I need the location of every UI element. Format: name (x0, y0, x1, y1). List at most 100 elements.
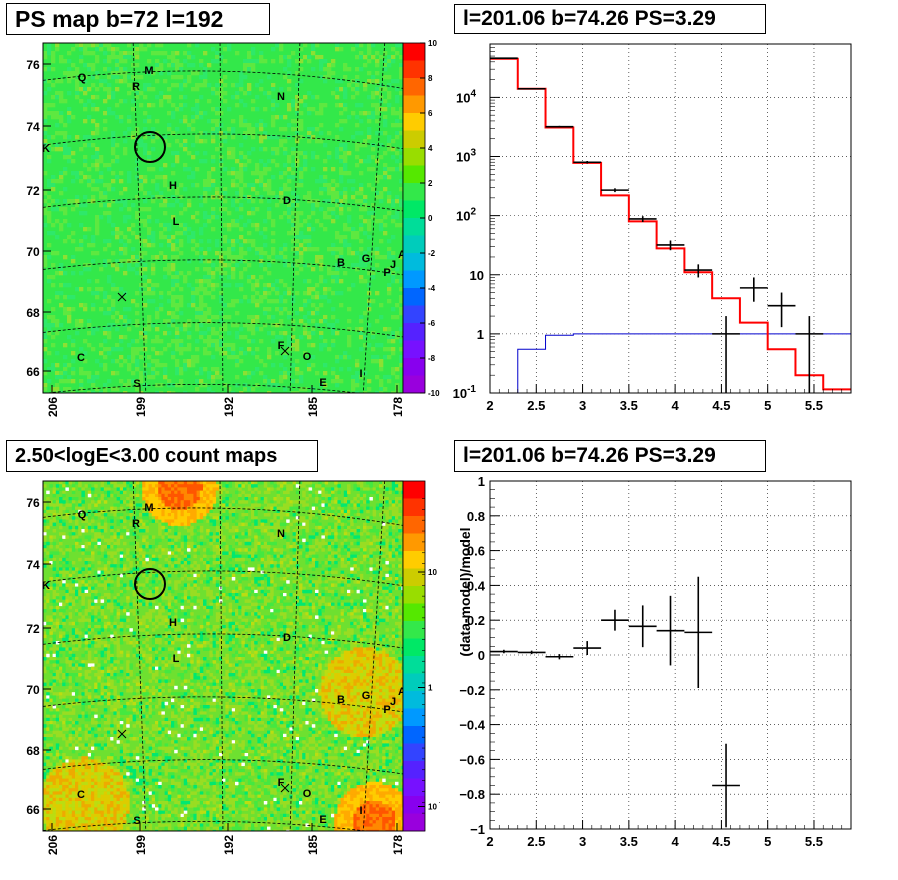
map-pixel (392, 551, 396, 555)
map-pixel (344, 526, 348, 530)
map-pixel (55, 291, 59, 295)
latitude-tick-label: 68 (26, 306, 40, 320)
map-pixel (207, 291, 211, 295)
colorbar-segment (403, 201, 425, 219)
map-pixel (175, 331, 179, 335)
map-pixel (259, 275, 263, 279)
map-pixel (273, 497, 277, 501)
y-tick-label: 103 (456, 148, 476, 165)
map-pixel (187, 503, 191, 507)
map-pixel (163, 371, 167, 375)
map-pixel (231, 247, 235, 251)
map-pixel (213, 500, 217, 504)
map-pixel (75, 542, 79, 546)
map-pixel (95, 227, 99, 231)
map-pixel (299, 67, 303, 71)
map-pixel (49, 503, 53, 507)
map-pixel (366, 555, 370, 559)
map-pixel (231, 243, 235, 247)
map-pixel (231, 199, 235, 203)
map-pixel (209, 491, 213, 495)
map-pixel (315, 500, 319, 504)
map-pixel (232, 529, 236, 533)
map-pixel (53, 542, 57, 546)
map-pixel (229, 481, 233, 485)
map-pixel (271, 219, 275, 223)
map-pixel (142, 484, 146, 488)
map-pixel (213, 577, 217, 581)
map-pixel (165, 513, 169, 517)
map-pixel (392, 535, 396, 539)
map-pixel (199, 323, 203, 327)
map-pixel (279, 299, 283, 303)
map-pixel (117, 487, 121, 491)
map-pixel (65, 510, 69, 514)
map-pixel (175, 199, 179, 203)
map-pixel (367, 43, 371, 47)
map-pixel (267, 551, 271, 555)
map-pixel (167, 243, 171, 247)
map-pixel (391, 371, 395, 375)
map-pixel (171, 235, 175, 239)
map-pixel (350, 571, 354, 575)
map-pixel (375, 51, 379, 55)
map-pixel (101, 516, 105, 520)
map-pixel (199, 379, 203, 383)
map-pixel (113, 503, 117, 507)
map-pixel (305, 497, 309, 501)
map-pixel (385, 503, 389, 507)
map-pixel (181, 542, 185, 546)
map-pixel (350, 532, 354, 536)
map-pixel (344, 539, 348, 543)
map-pixel (75, 523, 79, 527)
map-pixel (200, 558, 204, 562)
map-pixel (337, 555, 341, 559)
map-pixel (280, 561, 284, 565)
map-pixel (147, 299, 151, 303)
map-pixel (155, 339, 159, 343)
map-pixel (312, 564, 316, 568)
map-pixel (101, 487, 105, 491)
map-pixel (163, 255, 167, 259)
map-pixel (231, 351, 235, 355)
map-pixel (391, 123, 395, 127)
map-pixel (307, 215, 311, 219)
map-pixel (363, 371, 367, 375)
longitude-tick-label: 178 (391, 397, 405, 417)
map-pixel (391, 347, 395, 351)
map-pixel (107, 187, 111, 191)
map-pixel (110, 516, 114, 520)
map-pixel (101, 494, 105, 498)
map-pixel (136, 481, 140, 485)
map-pixel (53, 535, 57, 539)
map-pixel (254, 535, 258, 539)
map-pixel (325, 503, 329, 507)
map-pixel (255, 291, 259, 295)
map-pixel (88, 539, 92, 543)
map-pixel (376, 542, 380, 546)
map-pixel (315, 513, 319, 517)
map-pixel (392, 513, 396, 517)
map-pixel (187, 363, 191, 367)
map-pixel (353, 542, 357, 546)
map-pixel (53, 487, 57, 491)
map-pixel (367, 387, 371, 391)
map-pixel (51, 67, 55, 71)
map-pixel (355, 43, 359, 47)
map-pixel (129, 494, 133, 498)
map-pixel (283, 139, 287, 143)
map-pixel (296, 484, 300, 488)
map-pixel (303, 279, 307, 283)
map-pixel (47, 231, 51, 235)
map-pixel (216, 516, 220, 520)
map-pixel (55, 251, 59, 255)
map-pixel (147, 227, 151, 231)
map-pixel (175, 371, 179, 375)
map-pixel (247, 247, 251, 251)
map-pixel (395, 564, 399, 568)
map-pixel (142, 494, 146, 498)
map-pixel (239, 227, 243, 231)
